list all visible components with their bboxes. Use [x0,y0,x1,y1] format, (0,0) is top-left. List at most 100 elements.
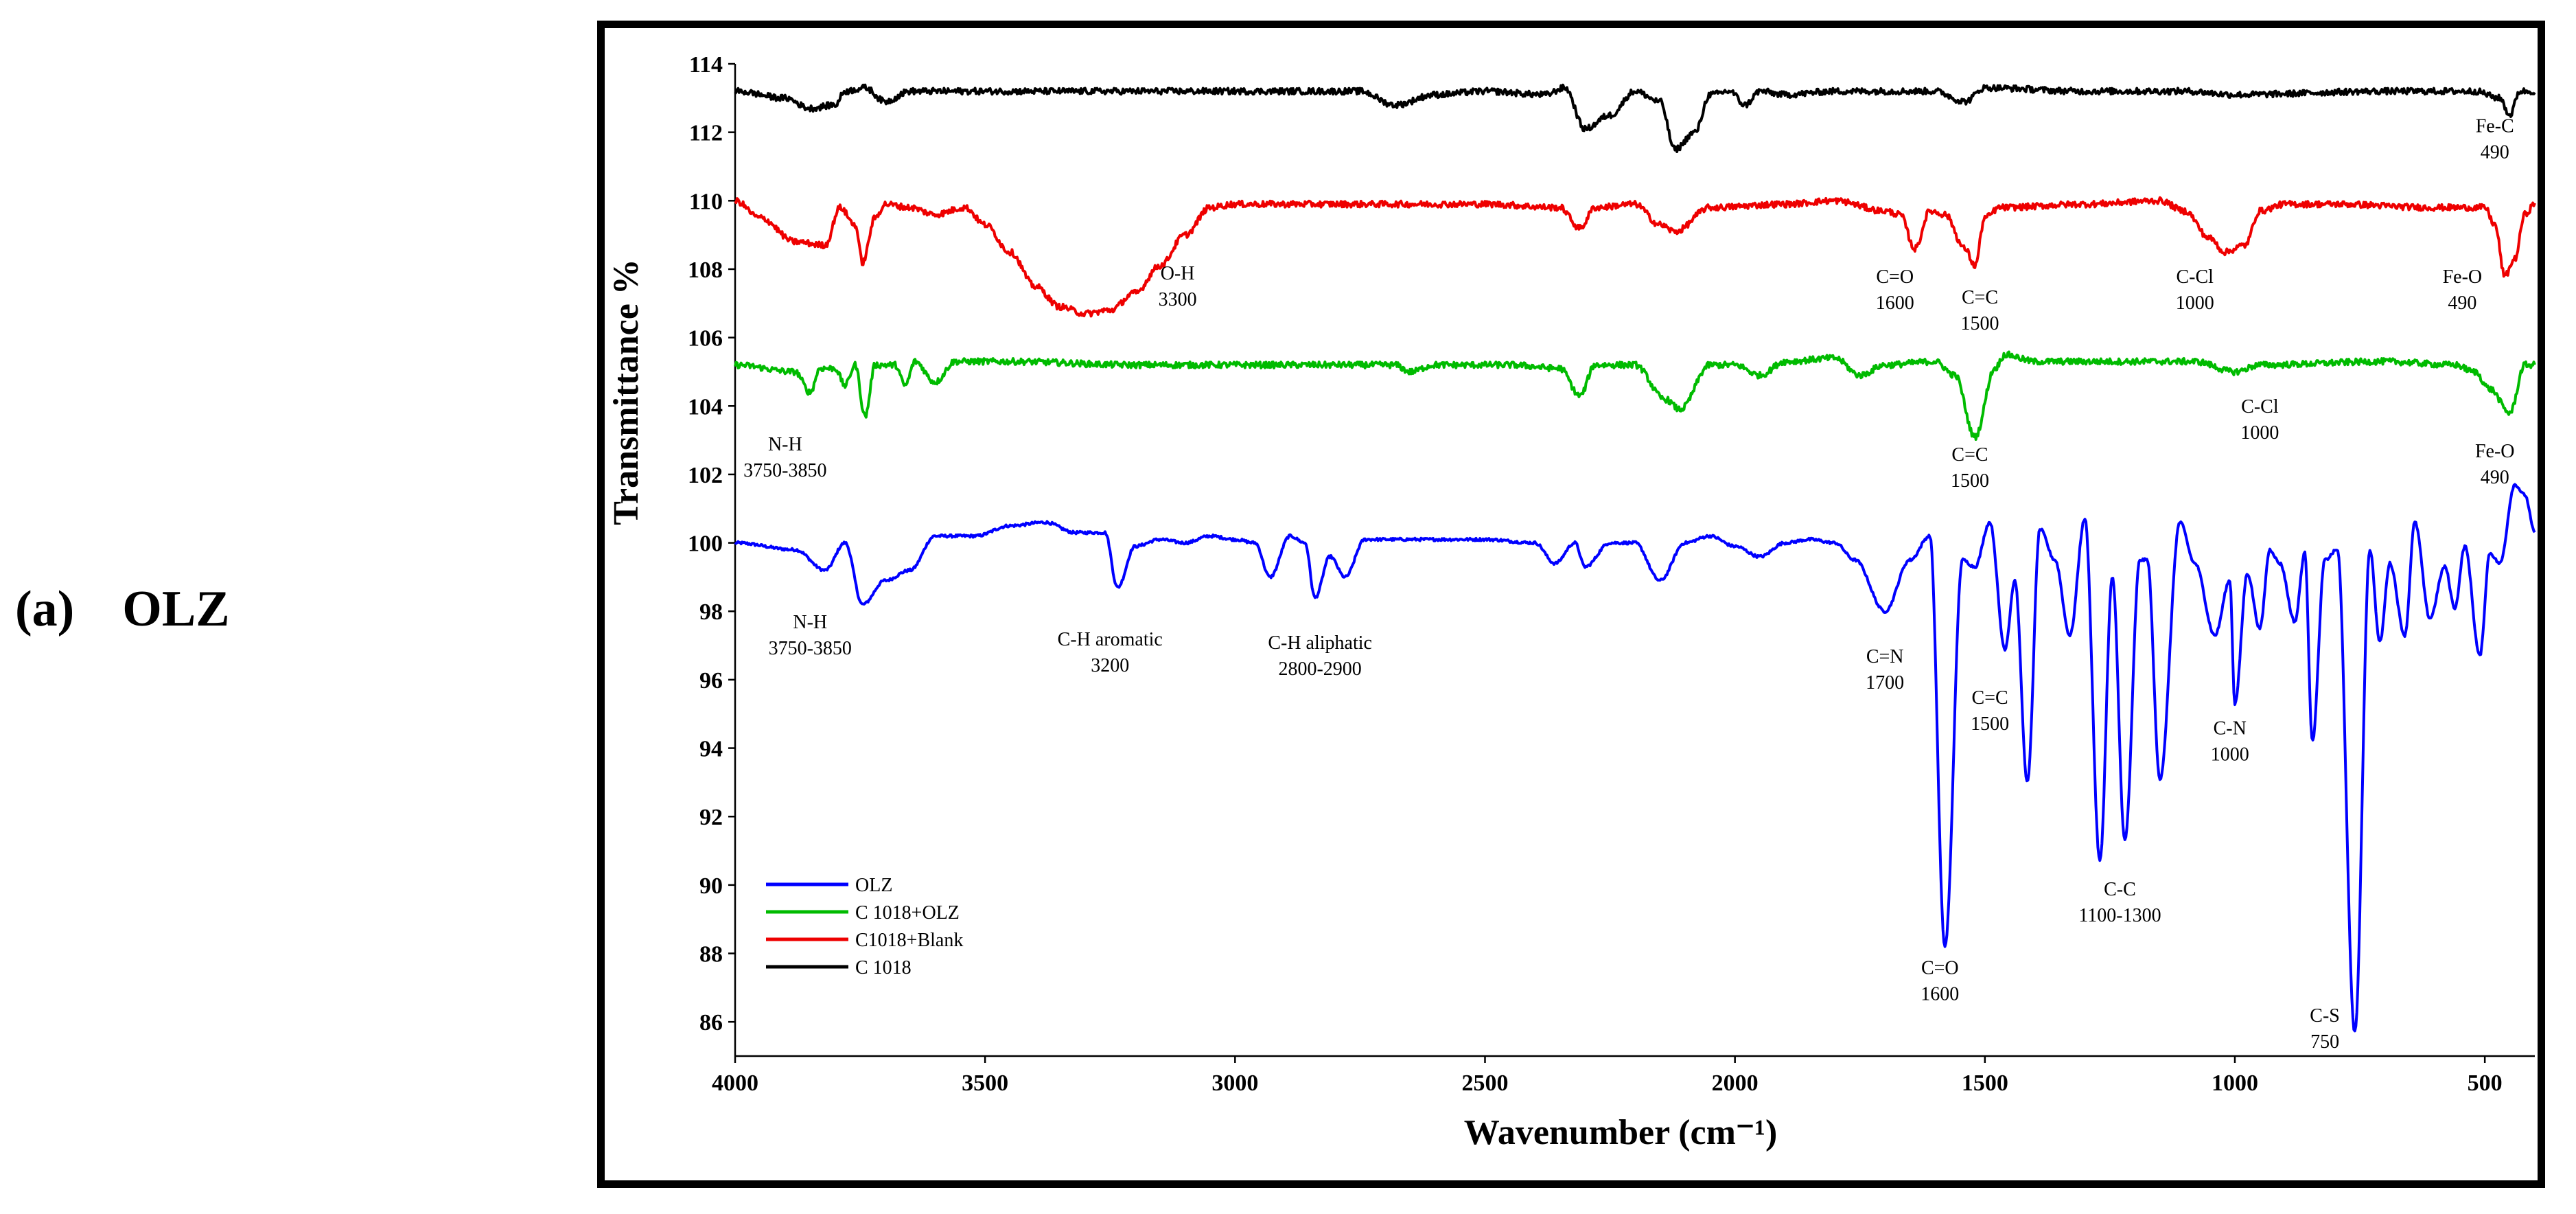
legend-item: C 1018 [766,957,912,978]
x-tick-label: 4000 [712,1070,758,1096]
annotation-feo-490-red: Fe-O 490 [2443,266,2483,314]
annotation-co-1600-red: C=O 1600 [1876,266,1914,314]
annotation-text: 3750-3850 [743,460,826,481]
annotation-text: C=O [1876,266,1914,288]
y-tick-label: 88 [699,942,723,967]
annotation-text: 1700 [1866,672,1904,694]
annotation-text: 1500 [1951,470,1989,492]
annotation-text: C=N [1866,646,1904,667]
annotation-co-1600-blue: C=O 1600 [1921,957,1959,1005]
annotation-text: C-H aromatic [1058,629,1163,650]
x-axis-title: Wavenumber (cm⁻¹) [1464,1113,1778,1152]
y-tick-label: 106 [688,326,723,352]
annotation-text: 1600 [1876,293,1914,314]
legend-label: C 1018+OLZ [855,902,960,924]
annotation-text: N-H [768,434,802,455]
annotation-text: 750 [2310,1031,2339,1053]
annotation-text: 1000 [2240,422,2279,444]
annotation-text: 490 [2448,293,2476,314]
annotation-text: N-H [793,612,827,633]
legend-label: C1018+Blank [855,930,963,951]
series-line-c1018-blank [734,196,2536,318]
y-tick-label: 94 [699,737,723,762]
annotation-text: C=C [1951,444,1988,466]
annotation-text: C-H aliphatic [1268,632,1372,654]
annotation-text: O-H [1161,263,1195,284]
y-tick-label: 114 [689,52,723,78]
y-axis-title: Transmittance % [607,259,646,525]
annotation-text: 3300 [1159,289,1197,310]
x-tick-label: 3000 [1211,1070,1258,1096]
annotation-ccl-1000-red: C-Cl 1000 [2176,266,2214,314]
x-tick-label: 3500 [962,1070,1008,1096]
y-tick-label: 100 [688,531,723,557]
annotation-text: 1000 [2211,744,2249,766]
x-tick-label: 2500 [1462,1070,1509,1096]
annotation-text: 490 [2481,467,2509,488]
y-tick-label: 112 [689,121,723,146]
x-tick-label: 1000 [2212,1070,2258,1096]
series-line-c-1018 [734,83,2536,153]
annotation-cn-1700: C=N 1700 [1866,646,1904,694]
annotation-text: C-N [2214,718,2247,740]
figure-letter: (a) [15,581,75,637]
y-tick-label: 86 [699,1010,723,1035]
annotation-text: Fe-O [2443,266,2483,288]
y-tick-label: 108 [688,257,723,283]
annotation-ch-aromatic: C-H aromatic 3200 [1058,629,1163,676]
annotation-text: Fe-C [2476,116,2514,137]
axes: 86 88 90 92 94 96 98 100 102 104 106 108 110 112 114 40… [688,52,2535,1096]
annotation-text: 3200 [1091,655,1129,676]
annotation-text: C-C [2104,879,2136,900]
x-tick-label: 2000 [1712,1070,1759,1096]
annotation-cc-1500-red: C=C 1500 [1961,287,1999,334]
annotation-text: 1600 [1921,983,1959,1005]
y-tick-label: 90 [699,873,723,899]
series-line-olz [734,483,2536,1033]
figure-caption: (a) OLZ [15,580,230,639]
annotation-cs-750: C-S 750 [2310,1005,2340,1053]
annotation-text: C=C [1972,687,2008,709]
annotation-text: 490 [2481,142,2509,163]
annotation-text: 1500 [1961,313,1999,334]
y-tick-label: 96 [699,668,723,694]
annotation-c-n-1000: C-N 1000 [2211,718,2249,766]
legend-item: C 1018+OLZ [766,902,960,924]
annotation-fe-c-490-black: Fe-C 490 [2476,116,2514,163]
y-tick-label: 92 [699,805,723,830]
annotation-text: 2800-2900 [1278,658,1361,680]
annotation-text: C-Cl [2241,396,2279,417]
annotation-text: 1000 [2176,293,2214,314]
x-tick-label: 500 [2468,1070,2503,1096]
figure-name: OLZ [122,581,230,637]
legend-item: C1018+Blank [766,930,963,951]
annotation-text: C=C [1962,287,1998,308]
y-tick-label: 104 [688,394,723,420]
annotation-cc-1500-blue: C=C 1500 [1971,687,2009,735]
annotation-ch-aliphatic: C-H aliphatic 2800-2900 [1268,632,1372,680]
annotation-nh-blue: N-H 3750-3850 [769,612,852,659]
annotation-cc-1100-1300: C-C 1100-1300 [2078,879,2161,926]
legend-label: C 1018 [855,957,912,978]
annotation-cc-1500-green: C=C 1500 [1951,444,1989,492]
annotation-feo-490-green: Fe-O 490 [2475,441,2515,488]
annotation-text: C-Cl [2176,266,2214,288]
legend-item: OLZ [766,875,892,896]
annotation-text: C=O [1921,957,1959,978]
series-layer [734,83,2536,1033]
annotation-ccl-1000-green: C-Cl 1000 [2240,396,2279,444]
legend: OLZ C 1018+OLZ C1018+Blank C 1018 [766,875,963,978]
y-tick-label: 98 [699,599,723,625]
legend-label: OLZ [855,875,892,896]
y-tick-label: 102 [688,463,723,488]
annotation-nh-green: N-H 3750-3850 [743,434,826,481]
x-tick-label: 1500 [1962,1070,2008,1096]
annotation-text: 1500 [1971,713,2009,735]
chart-frame: 86 88 90 92 94 96 98 100 102 104 106 108 110 112 114 40… [597,21,2545,1188]
series-line-c-1018-olz [734,350,2536,441]
annotation-layer: Fe-C 490 O-H 3300 C=O 1600 C=C 1500 C-Cl 1000 Fe-O… [743,116,2514,1053]
annotation-text: Fe-O [2475,441,2515,462]
y-tick-label: 110 [689,189,723,214]
annotation-text: 3750-3850 [769,638,852,659]
annotation-oh-3300: O-H 3300 [1159,263,1197,310]
